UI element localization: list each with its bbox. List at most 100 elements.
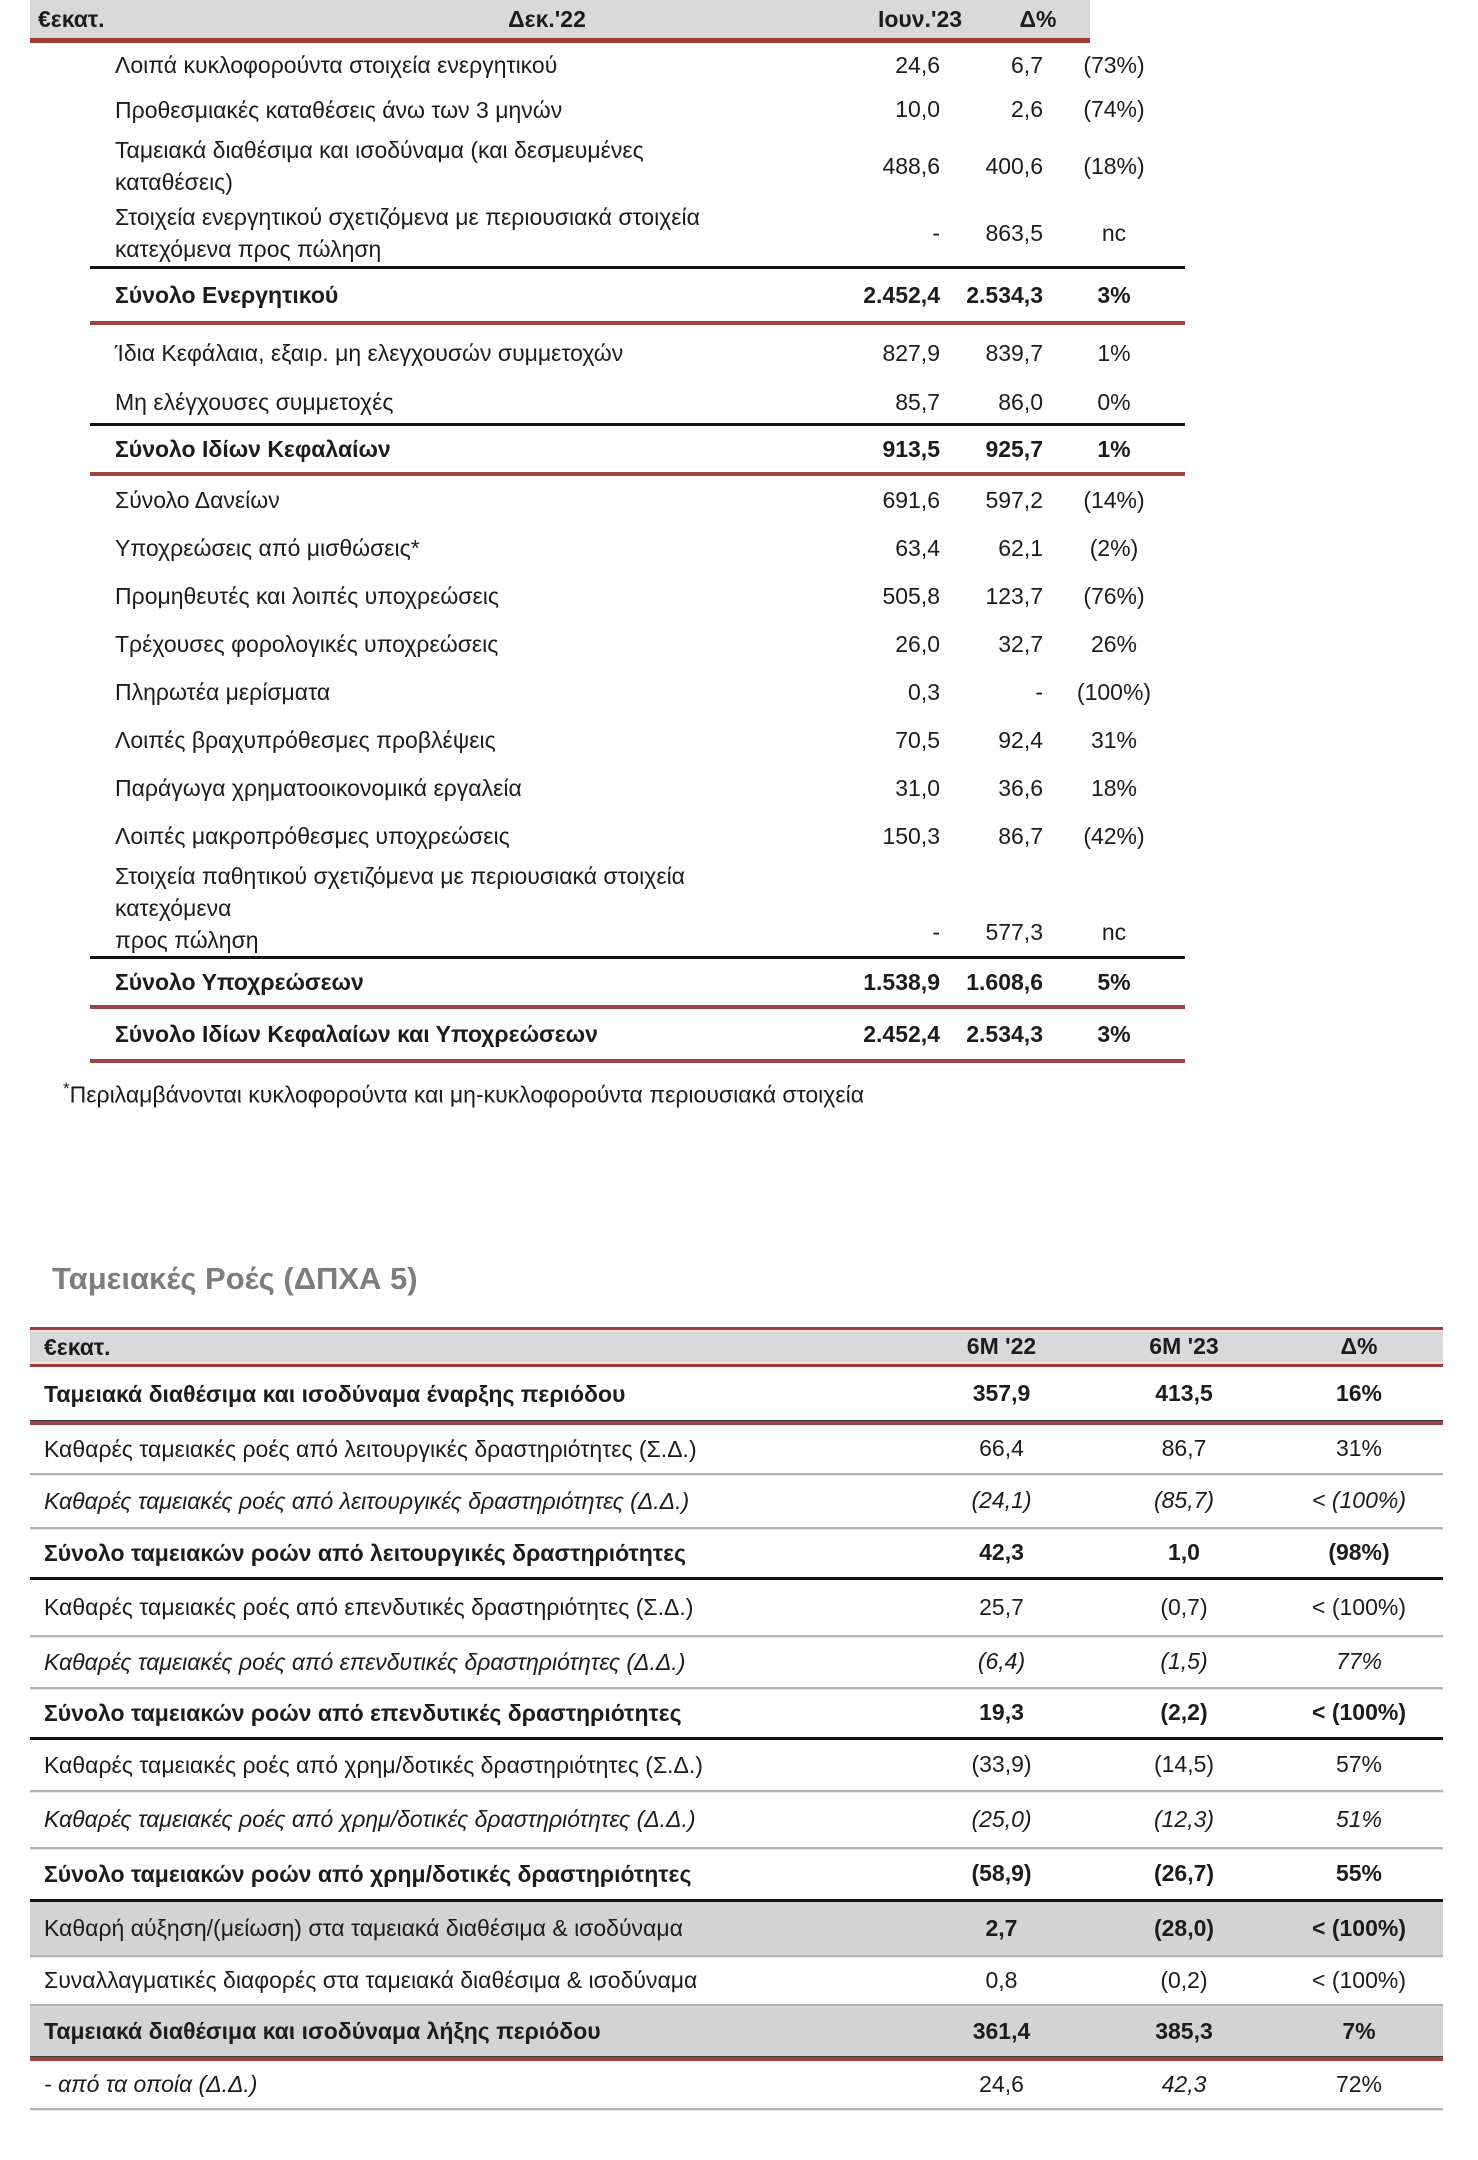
value-delta-pct: < (100%) [1312, 1487, 1406, 1514]
cashflow-section-title: Ταμειακές Ροές (ΔΠΧΑ 5) [52, 1260, 418, 1296]
value-col1: 24,6 [895, 51, 940, 78]
column-header-jun23: Ιουν.'23 [877, 6, 963, 32]
row-label: Καθαρές ταμειακές ροές από λειτουργικές … [44, 1435, 697, 1462]
value-delta-pct: 18% [1090, 774, 1138, 801]
value-delta-pct: 7% [1342, 2017, 1376, 2044]
row-label: Στοιχεία παθητικού σχετιζόμενα με περιου… [115, 863, 685, 953]
row-label: Συναλλαγματικές διαφορές στα ταμειακά δι… [44, 1967, 698, 1994]
table-row: Σύνολο Υποχρεώσεων 1.538,9 1.608,6 5% [30, 959, 1185, 1005]
row-separator [30, 1526, 1443, 1529]
table-row: Στοιχεία παθητικού σχετιζόμενα με περιου… [30, 860, 1185, 956]
value-col1: (24,1) [971, 1487, 1032, 1514]
balance-table-rows: Λοιπά κυκλοφορούντα στοιχεία ενεργητικού… [30, 43, 1185, 1063]
value-delta-pct: (14%) [1083, 486, 1145, 513]
column-header-delta: Δ% [1019, 6, 1057, 32]
value-delta-pct: 31% [1335, 1435, 1383, 1462]
value-delta-pct: 5% [1097, 968, 1131, 995]
row-label: Σύνολο Ενεργητικού [115, 282, 339, 308]
table-row: Συναλλαγματικές διαφορές στα ταμειακά δι… [30, 1957, 1443, 2004]
table-row: Λοιπά κυκλοφορούντα στοιχεία ενεργητικού… [30, 43, 1185, 87]
value-col1: 2.452,4 [863, 281, 940, 308]
value-delta-pct: 26% [1090, 630, 1138, 657]
row-label: Μη ελέγχουσες συμμετοχές [115, 389, 394, 415]
value-col2: (28,0) [1153, 1914, 1215, 1941]
value-col1: 31,0 [895, 774, 940, 801]
value-col2: 400,6 [985, 152, 1043, 179]
value-col2: 42,3 [1161, 2070, 1207, 2097]
rule-red-line [90, 321, 1185, 325]
value-col1: 63,4 [895, 534, 940, 561]
value-col2: 36,6 [998, 774, 1043, 801]
rule-black-line [30, 1736, 1443, 1740]
row-label: Σύνολο Ιδίων Κεφαλαίων και Υποχρεώσεων [115, 1021, 598, 1047]
value-col1: - [932, 919, 940, 945]
value-col1: 357,9 [972, 1380, 1031, 1407]
value-delta-pct: nc [1101, 219, 1127, 246]
value-col2: (14,5) [1153, 1751, 1215, 1778]
value-col1: 10,0 [895, 96, 940, 122]
value-delta-pct: 72% [1335, 2070, 1383, 2097]
row-label: Σύνολο ταμειακών ροών από λειτουργικές δ… [44, 1539, 686, 1566]
value-col2: (26,7) [1153, 1860, 1215, 1887]
table-row: Σύνολο ταμειακών ροών από λειτουργικές δ… [30, 1529, 1443, 1577]
row-label: Ταμειακά διαθέσιμα και ισοδύναμα (και δε… [115, 137, 644, 195]
value-col2: 92,4 [998, 726, 1043, 753]
row-label: Ταμειακά διαθέσιμα και ισοδύναμα λήξης π… [44, 2018, 601, 2045]
value-col2: - [1035, 678, 1043, 705]
value-col1: 19,3 [979, 1699, 1024, 1726]
value-col1: 66,4 [979, 1435, 1024, 1462]
value-col2: (2,2) [1160, 1699, 1208, 1726]
value-col2: 839,7 [985, 339, 1043, 366]
value-col1: 26,0 [895, 630, 940, 657]
table-row: Ταμειακά διαθέσιμα και ισοδύναμα (και δε… [30, 132, 1185, 200]
row-label: Παράγωγα χρηματοοικονομικά εργαλεία [115, 775, 522, 801]
table-row: Καθαρές ταμειακές ροές από λειτουργικές … [30, 1425, 1443, 1473]
value-col2: 86,7 [1161, 1435, 1207, 1462]
unit-label: €εκατ. [44, 1333, 111, 1360]
value-col1: 2.452,4 [863, 1020, 940, 1047]
value-col1: 150,3 [882, 822, 940, 849]
table-row: Σύνολο ταμειακών ροών από χρημ/δοτικές δ… [30, 1849, 1443, 1899]
value-col2: (85,7) [1153, 1487, 1215, 1514]
table-row: Καθαρές ταμειακές ροές από επενδυτικές δ… [30, 1637, 1443, 1687]
value-col1: 488,6 [882, 152, 940, 179]
table-row: Καθαρή αύξηση/(μείωση) στα ταμειακά διαθ… [30, 1901, 1443, 1955]
value-col2: 86,0 [998, 388, 1043, 415]
rule-red-line [90, 1059, 1185, 1063]
rule-black-line [90, 956, 1185, 959]
value-col1: 24,6 [979, 2070, 1024, 2097]
value-delta-pct: nc [1101, 919, 1127, 945]
row-label: Στοιχεία ενεργητικού σχετιζόμενα με περι… [115, 204, 700, 262]
cashflow-table-header: €εκατ. 6M '22 6M '23 Δ% [30, 1326, 1443, 1367]
value-col1: 25,7 [979, 1593, 1024, 1620]
table-row: Μη ελέγχουσες συμμετοχές 85,7 86,0 0% [30, 381, 1185, 423]
value-delta-pct: 31% [1090, 726, 1138, 753]
row-label: Λοιπές βραχυπρόθεσμες προβλέψεις [115, 727, 496, 753]
value-col1: 70,5 [895, 726, 940, 753]
value-delta-pct: (100%) [1076, 678, 1152, 705]
value-delta-pct: 1% [1097, 435, 1131, 462]
value-delta-pct: (42%) [1083, 822, 1145, 849]
row-label: Τρέχουσες φορολογικές υποχρεώσεις [115, 631, 499, 657]
value-delta-pct: 16% [1335, 1380, 1383, 1407]
cashflow-table: €εκατ. 6M '22 6M '23 Δ% Ταμειακά διαθέσι… [30, 1326, 1443, 2110]
value-delta-pct: 55% [1335, 1860, 1383, 1887]
row-label: Καθαρές ταμειακές ροές από επενδυτικές δ… [44, 1594, 694, 1621]
value-col2: (0,7) [1160, 1593, 1208, 1620]
footnote: *Περιλαμβάνονται κυκλοφορούντα και μη-κυ… [63, 1079, 1443, 1109]
row-label: Σύνολο Υποχρεώσεων [115, 969, 364, 995]
value-col2: 863,5 [985, 219, 1043, 246]
table-row: Σύνολο Ιδίων Κεφαλαίων 913,5 925,7 1% [30, 426, 1185, 472]
value-col1: 42,3 [979, 1539, 1024, 1566]
value-delta-pct: (18%) [1083, 152, 1145, 179]
value-delta-pct: 3% [1097, 281, 1131, 308]
table-row: Σύνολο Ενεργητικού 2.452,4 2.534,3 3% [30, 269, 1185, 321]
rule-red-line [90, 472, 1185, 476]
row-separator [30, 1686, 1443, 1689]
value-col1: 0,8 [985, 1966, 1018, 1993]
value-col1: (58,9) [971, 1860, 1032, 1887]
value-delta-pct: 77% [1335, 1648, 1383, 1675]
row-separator [30, 1954, 1443, 1957]
header-red-rule [30, 38, 1090, 43]
value-col2: 413,5 [1155, 1380, 1213, 1407]
